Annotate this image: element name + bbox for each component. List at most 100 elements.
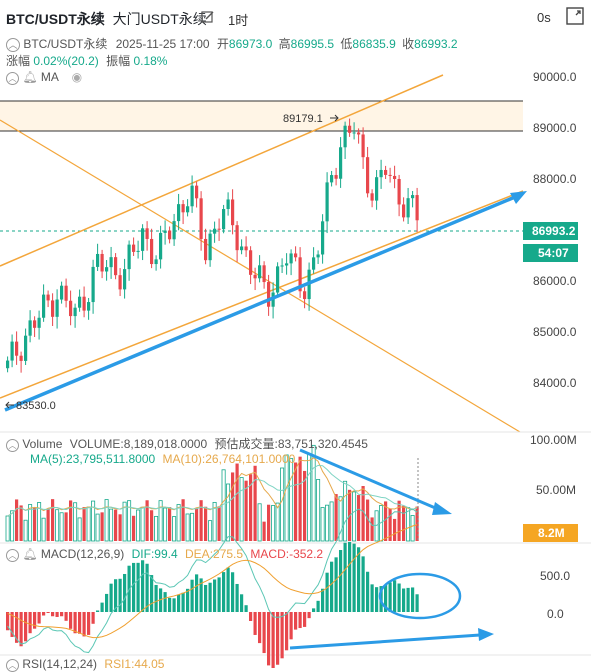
chevron-icon[interactable]: ︿	[6, 72, 19, 85]
macd-bar	[208, 582, 212, 612]
ma-label[interactable]: MA	[40, 70, 59, 84]
candle-body	[60, 285, 64, 300]
macd-bar	[406, 587, 410, 612]
candle-body	[154, 259, 158, 265]
volume-bar	[73, 502, 78, 542]
macd-bar	[82, 612, 86, 637]
volume-bar	[10, 510, 15, 542]
symbol-title[interactable]: BTC/USDT永续 大门USDT永续	[6, 9, 207, 29]
volume-title[interactable]: Volume	[22, 437, 63, 451]
volume-bar	[311, 444, 316, 542]
candle-body	[285, 263, 289, 266]
volume-bar	[262, 521, 266, 541]
macd-bar	[280, 612, 284, 659]
macd-bar	[348, 541, 352, 612]
volume-bar	[338, 496, 343, 542]
macd-bar	[118, 578, 122, 612]
candle-body	[226, 199, 230, 210]
volume-ma10: MA(10):26,764,101.0000	[162, 452, 296, 466]
volume-bar	[329, 501, 334, 542]
macd-bar	[262, 612, 266, 654]
edit-icon[interactable]	[201, 10, 215, 24]
macd-bar	[150, 575, 154, 612]
volume-bar	[226, 483, 231, 542]
macd-bar	[285, 612, 289, 651]
candle-body	[123, 269, 127, 290]
bell-icon[interactable]: 🔔︎	[22, 547, 38, 561]
high-marker-arrow	[330, 114, 339, 122]
volume-bar	[352, 491, 357, 542]
volume-bar	[55, 509, 60, 542]
candle-body	[339, 147, 343, 179]
macd-bar	[114, 579, 118, 612]
candle-body	[168, 230, 172, 240]
macd-bar	[6, 612, 10, 631]
volume-bar	[271, 505, 276, 542]
macd-bar	[366, 571, 370, 612]
macd-bar	[307, 612, 311, 619]
candle-body	[55, 299, 59, 317]
macd-bar	[136, 562, 140, 612]
candle-body	[321, 221, 325, 255]
chevron-icon[interactable]: ︿	[6, 439, 19, 452]
macd-bar	[312, 608, 316, 612]
candle-body	[159, 232, 163, 260]
candle-body	[172, 221, 176, 240]
macd-bar	[294, 612, 298, 630]
macd-value: MACD:-352.2	[250, 547, 324, 561]
rsi-value: RSI1:44.05	[104, 657, 165, 671]
macd-bar	[316, 600, 320, 612]
candle-body	[415, 195, 419, 221]
volume-bar	[361, 486, 365, 541]
candle-body	[195, 185, 199, 199]
volume-bar	[406, 507, 411, 542]
candle-body	[370, 193, 374, 201]
volume-bar	[388, 508, 392, 541]
volume-bar	[374, 510, 379, 542]
volume-bar	[181, 499, 185, 541]
candle-body	[334, 175, 338, 179]
volume-bar	[244, 480, 248, 541]
volume-bar	[69, 500, 73, 541]
candle-body	[294, 253, 298, 258]
countdown-label: 0s	[537, 10, 551, 25]
volume-bar	[185, 513, 190, 542]
volume-bar	[154, 515, 159, 542]
ohlc-datetime: 2025-11-25 17:00	[115, 37, 210, 51]
macd-bar	[217, 577, 221, 612]
macd-bar	[96, 610, 100, 612]
candle-body	[42, 294, 46, 318]
macd-bar	[172, 598, 176, 612]
macd-bar	[393, 580, 397, 612]
eye-icon[interactable]: ◉	[71, 70, 83, 84]
chevron-icon[interactable]: ︿	[6, 37, 20, 52]
candle-body	[267, 282, 271, 307]
fullscreen-icon[interactable]	[565, 6, 585, 26]
countdown-badge	[523, 244, 578, 262]
volume-bar	[59, 512, 64, 542]
macd-title[interactable]: MACD(12,26,9)	[40, 547, 125, 561]
volume-bars	[5, 444, 419, 542]
macd-bar	[19, 612, 23, 647]
timeframe-selector[interactable]: 1时	[228, 13, 249, 28]
volume-bar	[91, 500, 96, 542]
volume-ma5: MA(5):23,795,511.8000	[30, 452, 156, 466]
bell-icon[interactable]: 🔔︎	[22, 70, 38, 84]
price-axis-label: 89000.0	[533, 121, 577, 135]
rsi-title[interactable]: RSI(14,12,24)	[22, 657, 98, 671]
chevron-icon[interactable]: ︿	[6, 659, 19, 672]
volume-bar	[267, 504, 271, 541]
chevron-icon[interactable]: ︿	[6, 549, 19, 562]
macd-bar	[28, 612, 32, 634]
candle-body	[10, 341, 14, 361]
volume-bar	[280, 467, 285, 542]
volume-bar	[118, 514, 122, 541]
macd-bar	[87, 612, 91, 635]
volume-value: VOLUME:8,189,018.0000	[69, 437, 208, 451]
macd-bar	[10, 612, 14, 637]
volume-bar	[208, 520, 213, 542]
macd-bar	[24, 612, 28, 642]
volume-bar	[253, 465, 257, 541]
macd-legend: ︿ 🔔︎ MACD(12,26,9) DIF:99.4 DEA:275.5 MA…	[6, 547, 323, 562]
